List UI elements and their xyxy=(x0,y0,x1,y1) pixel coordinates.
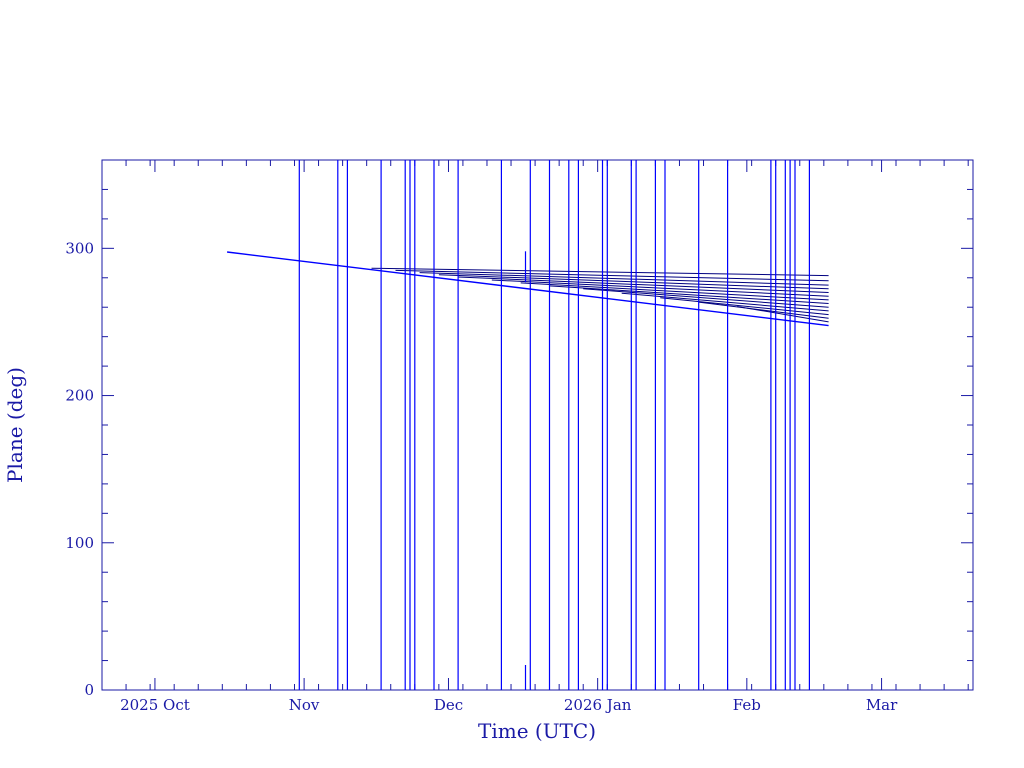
secondary-series-line xyxy=(438,274,829,290)
y-axis-title: Plane (deg) xyxy=(3,367,27,483)
secondary-series-line xyxy=(737,306,829,323)
secondary-series-line xyxy=(520,282,829,301)
y-tick-label: 0 xyxy=(84,681,94,699)
ticks xyxy=(101,159,973,691)
x-tick-label: Dec xyxy=(434,696,463,714)
plot-frame xyxy=(101,159,974,691)
x-tick-label: Mar xyxy=(866,696,898,714)
x-tick-label: Feb xyxy=(733,696,761,714)
secondary-series-line xyxy=(395,269,829,282)
x-tick-label: Nov xyxy=(289,696,320,714)
secondary-series-line xyxy=(371,267,829,277)
tick-labels: 0 100 200 300 2025 Oct Nov Dec 2026 Jan Feb Mar xyxy=(65,239,898,714)
secondary-series-line xyxy=(698,301,829,319)
x-tick-label: 2025 Oct xyxy=(120,696,190,714)
secondary-series-line xyxy=(458,276,829,293)
secondary-series-line xyxy=(621,292,829,312)
secondary-lines xyxy=(371,267,829,323)
series-line xyxy=(227,251,829,327)
x-axis-title: Time (UTC) xyxy=(478,719,596,743)
main-lines xyxy=(227,160,829,690)
secondary-series-line xyxy=(549,285,829,304)
y-tick-label: 300 xyxy=(65,239,94,257)
x-tick-label: 2026 Jan xyxy=(564,696,632,714)
secondary-series-line xyxy=(583,288,829,308)
secondary-series-line xyxy=(491,279,829,297)
secondary-series-line xyxy=(419,272,829,286)
y-tick-label: 200 xyxy=(65,387,94,405)
secondary-series-line xyxy=(660,297,829,316)
y-tick-label: 100 xyxy=(65,534,94,552)
